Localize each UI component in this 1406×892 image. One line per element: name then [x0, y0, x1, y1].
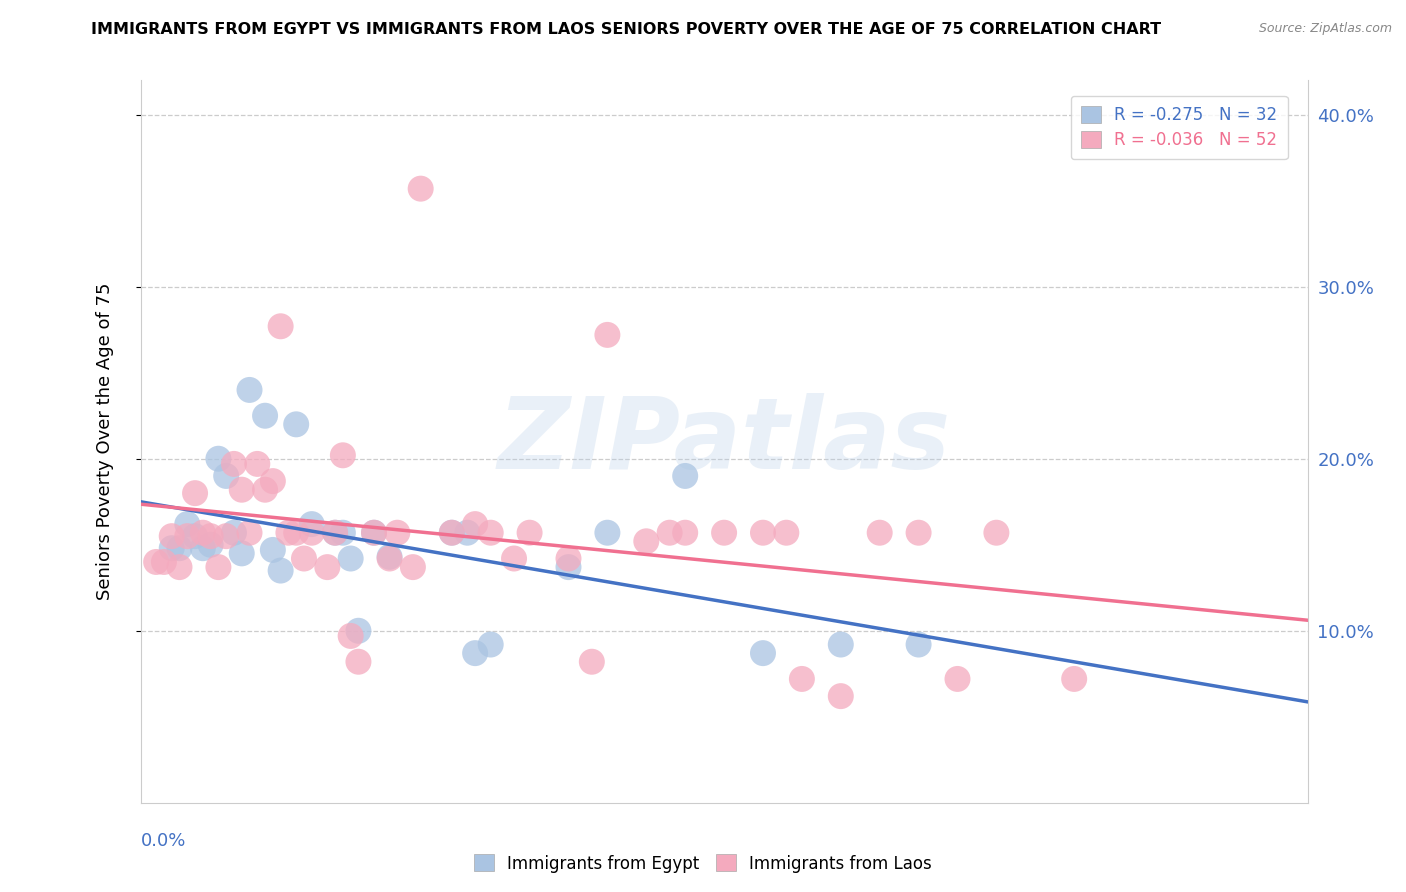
Point: [332, 448, 354, 462]
Point: [456, 525, 478, 540]
Point: [752, 525, 775, 540]
Point: [200, 538, 222, 552]
Point: [270, 319, 292, 334]
Point: [200, 529, 222, 543]
Point: [169, 560, 191, 574]
Point: [339, 551, 361, 566]
Point: [986, 525, 1008, 540]
Point: [869, 525, 891, 540]
Point: [262, 474, 284, 488]
Point: [775, 525, 797, 540]
Point: [752, 646, 775, 660]
Point: [145, 555, 167, 569]
Text: 0.0%: 0.0%: [141, 831, 186, 850]
Point: [207, 560, 229, 574]
Point: [713, 525, 735, 540]
Text: ZIPatlas: ZIPatlas: [498, 393, 950, 490]
Point: [301, 525, 323, 540]
Point: [176, 529, 198, 543]
Point: [231, 483, 253, 497]
Point: [292, 551, 315, 566]
Text: IMMIGRANTS FROM EGYPT VS IMMIGRANTS FROM LAOS SENIORS POVERTY OVER THE AGE OF 75: IMMIGRANTS FROM EGYPT VS IMMIGRANTS FROM…: [91, 22, 1161, 37]
Point: [907, 525, 929, 540]
Point: [378, 549, 401, 564]
Point: [946, 672, 969, 686]
Text: Source: ZipAtlas.com: Source: ZipAtlas.com: [1258, 22, 1392, 36]
Point: [440, 525, 463, 540]
Point: [238, 383, 260, 397]
Legend: Immigrants from Egypt, Immigrants from Laos: Immigrants from Egypt, Immigrants from L…: [467, 847, 939, 880]
Point: [596, 327, 619, 342]
Point: [246, 457, 269, 471]
Point: [519, 525, 541, 540]
Point: [363, 525, 385, 540]
Point: [339, 629, 361, 643]
Point: [402, 560, 425, 574]
Point: [673, 525, 696, 540]
Point: [673, 469, 696, 483]
Point: [316, 560, 339, 574]
Point: [231, 546, 253, 560]
Point: [790, 672, 813, 686]
Point: [207, 451, 229, 466]
Point: [464, 517, 486, 532]
Point: [176, 517, 198, 532]
Y-axis label: Seniors Poverty Over the Age of 75: Seniors Poverty Over the Age of 75: [96, 283, 114, 600]
Point: [153, 555, 176, 569]
Point: [222, 525, 245, 540]
Point: [160, 529, 183, 543]
Point: [215, 469, 238, 483]
Point: [184, 486, 207, 500]
Point: [363, 525, 385, 540]
Point: [596, 525, 619, 540]
Point: [658, 525, 681, 540]
Point: [222, 457, 245, 471]
Point: [169, 541, 191, 556]
Point: [277, 525, 299, 540]
Point: [409, 182, 432, 196]
Point: [323, 525, 346, 540]
Point: [191, 541, 214, 556]
Point: [301, 517, 323, 532]
Point: [285, 525, 308, 540]
Point: [440, 525, 463, 540]
Point: [636, 534, 658, 549]
Point: [557, 551, 579, 566]
Point: [332, 525, 354, 540]
Point: [323, 525, 346, 540]
Point: [581, 655, 603, 669]
Point: [285, 417, 308, 432]
Point: [347, 624, 370, 638]
Point: [238, 525, 260, 540]
Point: [830, 638, 852, 652]
Point: [907, 638, 929, 652]
Point: [387, 525, 409, 540]
Point: [191, 525, 214, 540]
Point: [464, 646, 486, 660]
Legend: R = -0.275   N = 32, R = -0.036   N = 52: R = -0.275 N = 32, R = -0.036 N = 52: [1071, 95, 1288, 159]
Point: [160, 541, 183, 556]
Point: [270, 564, 292, 578]
Point: [184, 529, 207, 543]
Point: [479, 638, 502, 652]
Point: [830, 689, 852, 703]
Point: [254, 483, 277, 497]
Point: [479, 525, 502, 540]
Point: [347, 655, 370, 669]
Point: [254, 409, 277, 423]
Point: [378, 551, 401, 566]
Point: [557, 560, 579, 574]
Point: [1063, 672, 1085, 686]
Point: [215, 529, 238, 543]
Point: [503, 551, 526, 566]
Point: [262, 542, 284, 557]
